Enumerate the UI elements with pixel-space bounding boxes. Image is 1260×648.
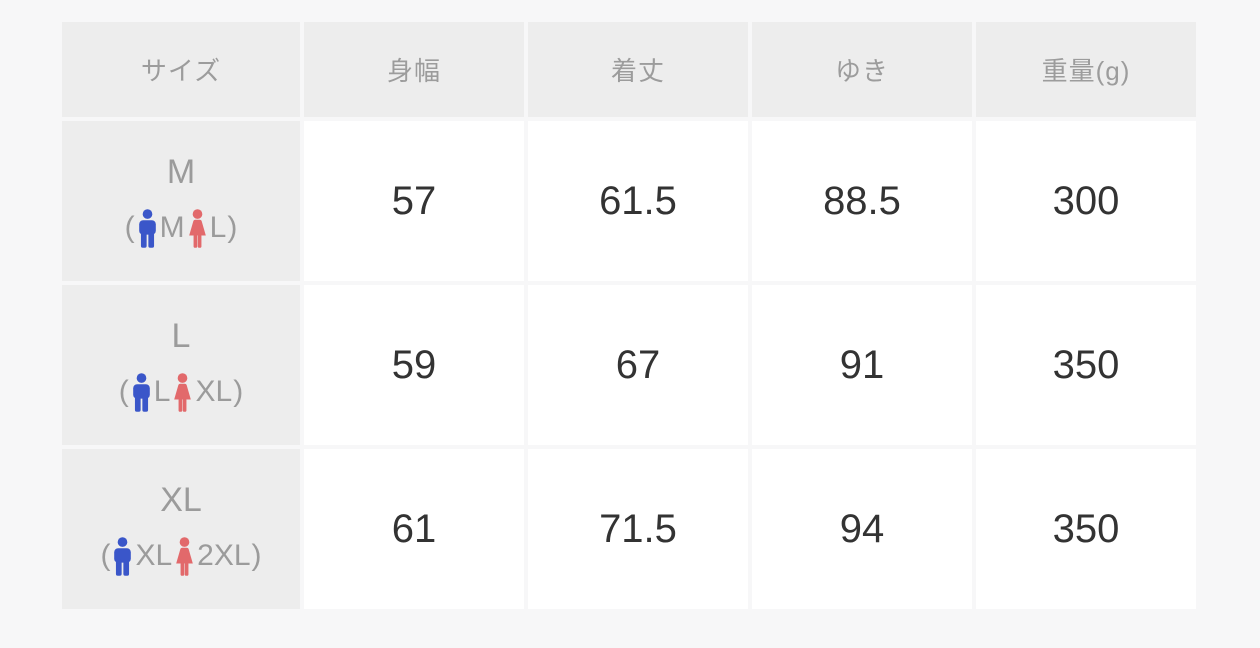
womens-size-label: XL bbox=[195, 375, 233, 408]
sleeve-value: 91 bbox=[752, 285, 972, 445]
sleeve-value: 88.5 bbox=[752, 121, 972, 281]
female-icon bbox=[174, 372, 192, 412]
size-equivalent: ( M L ) bbox=[62, 208, 300, 248]
table-row-m: M ( M L bbox=[62, 121, 1196, 281]
open-paren: ( bbox=[100, 539, 111, 572]
close-paren: ) bbox=[227, 211, 238, 244]
body-width-value: 57 bbox=[304, 121, 524, 281]
size-cell-xl: XL ( XL 2XL bbox=[62, 449, 300, 609]
mens-size-label: L bbox=[153, 375, 171, 408]
close-paren: ) bbox=[251, 539, 262, 572]
header-size: サイズ bbox=[62, 22, 300, 117]
size-label: XL bbox=[160, 480, 202, 519]
size-equivalent: ( XL 2XL ) bbox=[62, 536, 300, 576]
open-paren: ( bbox=[118, 375, 129, 408]
header-weight: 重量(g) bbox=[976, 22, 1196, 117]
male-icon bbox=[114, 536, 132, 576]
size-label: L bbox=[171, 316, 191, 355]
body-width-value: 61 bbox=[304, 449, 524, 609]
womens-size-label: 2XL bbox=[197, 539, 251, 572]
male-icon bbox=[132, 372, 150, 412]
length-value: 61.5 bbox=[528, 121, 748, 281]
mens-size-label: XL bbox=[135, 539, 173, 572]
female-icon bbox=[188, 208, 206, 248]
size-label: M bbox=[166, 152, 196, 191]
header-row: サイズ 身幅 着丈 ゆき 重量(g) bbox=[62, 22, 1196, 117]
weight-value: 300 bbox=[976, 121, 1196, 281]
header-length: 着丈 bbox=[528, 22, 748, 117]
body-width-value: 59 bbox=[304, 285, 524, 445]
table-row-xl: XL ( XL 2XL bbox=[62, 449, 1196, 609]
length-value: 71.5 bbox=[528, 449, 748, 609]
weight-value: 350 bbox=[976, 285, 1196, 445]
header-sleeve: ゆき bbox=[752, 22, 972, 117]
mens-size-label: M bbox=[159, 211, 185, 244]
length-value: 67 bbox=[528, 285, 748, 445]
close-paren: ) bbox=[233, 375, 244, 408]
female-icon bbox=[176, 536, 193, 576]
sleeve-value: 94 bbox=[752, 449, 972, 609]
header-body-width: 身幅 bbox=[304, 22, 524, 117]
table-row-l: L ( L XL bbox=[62, 285, 1196, 445]
size-cell-l: L ( L XL bbox=[62, 285, 300, 445]
size-cell-m: M ( M L bbox=[62, 121, 300, 281]
male-icon bbox=[138, 208, 156, 248]
size-spec-table: サイズ 身幅 着丈 ゆき 重量(g) M ( M bbox=[58, 18, 1200, 613]
weight-value: 350 bbox=[976, 449, 1196, 609]
size-equivalent: ( L XL ) bbox=[62, 372, 300, 412]
womens-size-label: L bbox=[209, 211, 227, 244]
open-paren: ( bbox=[124, 211, 135, 244]
